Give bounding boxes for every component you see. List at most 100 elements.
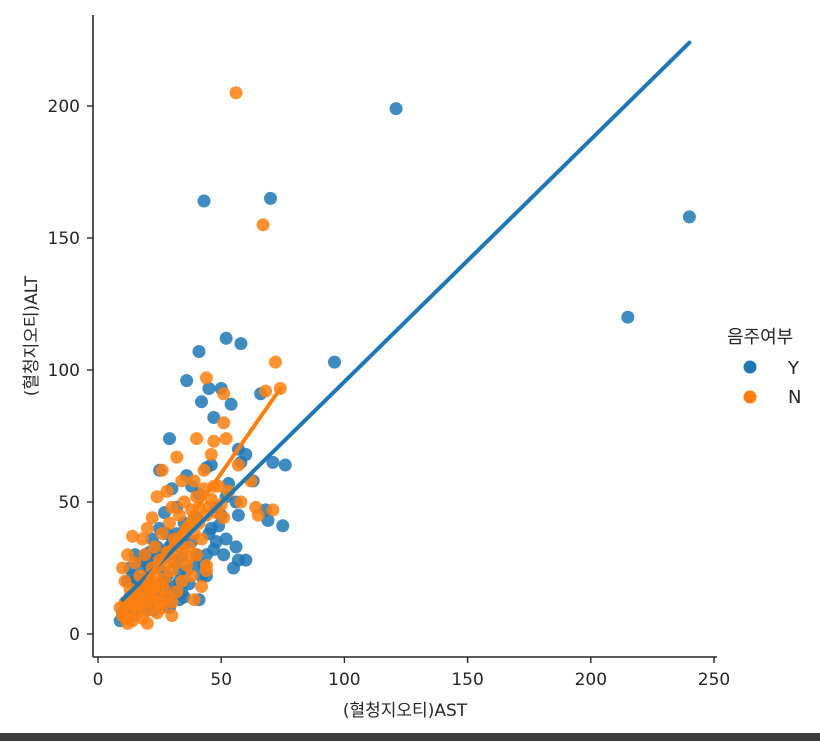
point-y [197,194,211,208]
point-y [276,519,290,533]
x-axis: 0 50 100 150 200 250 [93,656,730,690]
point-n [170,585,184,599]
point-n [207,434,221,448]
point-n [204,492,218,506]
point-n [155,463,169,477]
point-n [219,432,233,446]
point-y [261,514,275,527]
point-y [163,432,176,446]
point-y [192,345,206,358]
bottom-bar [0,733,820,741]
legend-label-y: Y [787,358,800,379]
point-y [209,535,223,549]
x-ticks: 0 50 100 150 200 250 [93,657,730,690]
y-axis-title: (혈청지오티)ALT [22,275,42,396]
point-y [229,540,243,554]
point-n [199,371,213,385]
point-y [195,395,208,409]
x-tick-label: 150 [451,670,483,690]
point-y [328,355,341,369]
point-n [229,86,243,100]
point-n [217,416,231,430]
point-y [219,331,233,345]
x-tick-label: 100 [328,670,360,690]
point-n [204,448,218,461]
legend-marker-y [743,360,757,374]
regression-line-y [120,40,692,602]
point-n [128,556,142,570]
point-y [621,310,635,324]
point-n [197,463,211,477]
point-y [234,337,248,351]
x-axis-title: (혈청지오티)AST [343,701,468,721]
point-n [175,474,189,488]
point-y [264,191,277,205]
scatter-points [113,86,696,630]
y-ticks: 0 50 100 150 200 [48,97,93,645]
point-n [182,550,196,564]
point-n [145,511,159,525]
point-n [140,616,154,630]
legend-marker-n [743,390,757,404]
y-tick-label: 100 [48,361,80,381]
point-n [155,527,169,541]
point-y [682,210,696,224]
y-tick-label: 150 [48,229,80,249]
point-n [165,609,179,622]
point-n [160,484,174,498]
point-n [231,458,245,472]
point-y [239,448,253,461]
point-n [133,598,147,612]
point-n [256,218,270,232]
point-n [195,532,208,546]
point-n [259,384,273,398]
point-y [231,508,245,522]
regression-lines [118,40,692,621]
point-n [150,490,164,504]
point-n [195,580,208,593]
point-n [148,540,162,554]
point-y [217,548,231,562]
point-n [266,503,280,517]
point-n [163,516,176,530]
point-n [190,432,204,446]
point-n [187,593,201,607]
point-y [202,382,216,395]
point-n [234,495,248,509]
point-n [175,574,189,588]
point-y [266,455,280,469]
point-y [180,374,194,388]
point-n [199,558,213,572]
point-n [116,561,130,575]
point-n [140,521,154,535]
point-n [143,590,157,604]
point-n [158,582,171,596]
point-n [126,529,139,543]
legend-title: 음주여부 [727,327,793,348]
point-y [224,397,238,411]
point-n [170,450,184,464]
y-axis: 0 50 100 150 200 [48,15,94,657]
legend-label-n: N [788,387,801,408]
point-n [148,580,162,593]
y-tick-label: 200 [48,97,80,117]
x-tick-label: 0 [93,670,104,690]
point-n [135,532,149,546]
regression-line-n [118,386,283,621]
point-n [187,474,201,488]
point-n [172,508,186,522]
y-tick-label: 0 [69,625,80,645]
point-y [239,553,253,567]
legend: 음주여부 Y N [727,327,801,408]
point-y [199,548,213,562]
point-n [185,569,199,583]
point-n [153,595,167,609]
point-y [278,458,292,472]
x-tick-label: 250 [698,670,730,690]
point-n [150,606,164,620]
x-tick-label: 50 [210,670,232,690]
point-n [251,508,265,522]
point-y [207,411,221,424]
point-n [138,548,152,562]
